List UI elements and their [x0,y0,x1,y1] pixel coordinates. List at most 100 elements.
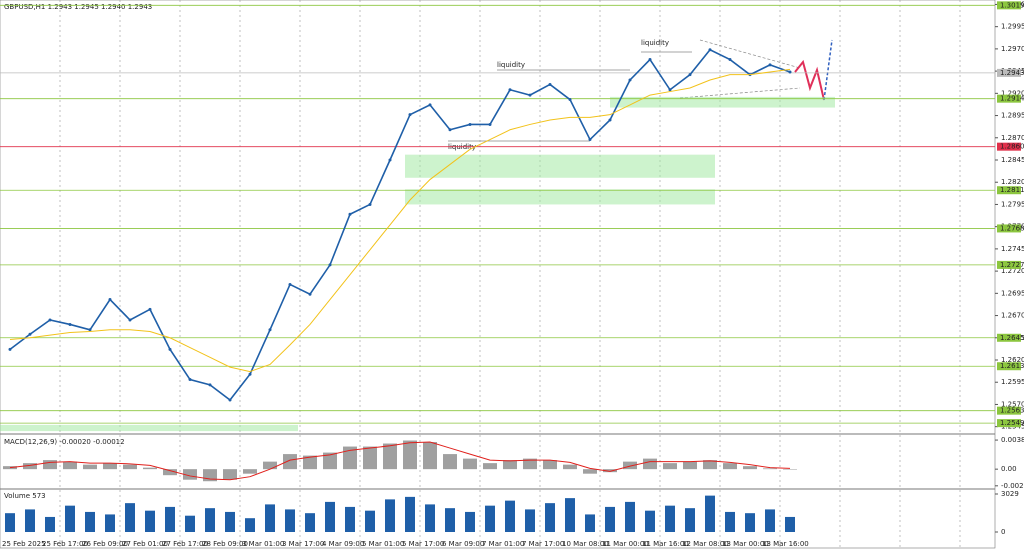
level-tag [997,260,1021,269]
y-tick-label: 1.2595 [1001,378,1024,386]
volume-bar [665,505,675,532]
macd-bar [23,463,37,470]
y-tick-label: 1.2920 [1001,89,1024,97]
x-tick-label: 3 Mar 17:00 [282,540,324,548]
x-tick-label: 27 Feb 01:00 [122,540,168,548]
price-point [48,318,52,322]
level-tag [997,419,1021,428]
macd-bar [523,458,537,470]
x-tick-label: 28 Feb 09:00 [202,540,248,548]
macd-bar [643,458,657,470]
level-label: 1.2727 [1000,261,1024,269]
level-tag [997,362,1021,371]
macd-bar [183,469,197,480]
volume-bar [245,518,255,532]
y-tick-label: 1.2895 [1001,112,1024,120]
zone [610,96,835,108]
macd-tick-label: -0.00221 [1001,482,1024,490]
macd-bar [223,469,237,480]
macd-bar [463,458,477,470]
volume-bar [625,501,635,532]
macd-bar [123,464,137,470]
volume-bar [5,513,15,532]
price-point [288,282,292,286]
price-point [188,378,192,382]
x-tick-label: 26 Feb 09:00 [82,540,128,548]
y-tick-label: 1.2745 [1001,245,1024,253]
x-tick-label: 13 Mar 00:00 [722,540,769,548]
level-label: 1.2811 [1000,186,1024,194]
zone [405,189,715,205]
macd-bar [603,469,617,473]
volume-bar [185,515,195,532]
level-tag [997,224,1021,233]
x-tick-label: 4 Mar 09:00 [322,540,364,548]
x-tick-label: 10 Mar 08:00 [562,540,609,548]
y-tick-label: 1.2670 [1001,312,1024,320]
macd-bar [323,452,337,470]
volume-bar [365,510,375,532]
volume-bar [485,505,495,532]
volume-title: Volume 573 [4,492,46,500]
level-tag [997,186,1021,195]
volume-bar [165,506,175,532]
macd-bar [763,468,777,470]
forecast-path [794,59,825,101]
macd-bar [683,461,697,470]
volume-bar [725,511,735,532]
price-point [368,202,372,206]
x-tick-label: 11 Mar 00:00 [602,540,649,548]
level-label: 1.2768 [1000,224,1024,232]
macd-bar [483,463,497,470]
price-point [608,118,612,122]
level-tag [997,142,1021,151]
y-tick-label: 1.2620 [1001,356,1024,364]
x-tick-label: 12 Mar 08:00 [682,540,729,548]
macd-bar [563,464,577,470]
volume-bar [285,509,295,532]
macd-bar [143,467,157,470]
x-tick-label: 7 Mar 17:00 [522,540,564,548]
y-tick-label: 1.2995 [1001,23,1024,31]
volume-bar [105,514,115,532]
price-point [168,347,172,351]
volume-bar [685,508,695,532]
macd-bar [163,469,177,476]
volume-bar [385,499,395,532]
level-label: 1.2860 [1000,143,1024,151]
moving-average [9,68,791,373]
level-tag [997,68,1021,77]
price-point [148,307,152,311]
macd-tick-label: 0.00386 [1001,436,1024,444]
x-tick-label: 25 Feb 2025 [2,540,46,548]
volume-bar [265,504,275,532]
macd-title: MACD(12,26,9) -0.00020 -0.00012 [4,438,125,446]
level-tag [997,94,1021,103]
price-point [68,322,72,326]
x-tick-label: 3 Mar 01:00 [242,540,284,548]
y-tick-label: 1.2970 [1001,45,1024,53]
macd-bar [243,469,257,474]
level-label: 1.2645 [1000,334,1024,342]
volume-bar [605,506,615,532]
macd-bar [283,454,297,470]
macd-bar [83,464,97,470]
level-label: 1.2943 [1000,69,1024,77]
level-label: 1.2914 [1000,95,1024,103]
volume-bar [25,509,35,532]
macd-bar [43,460,57,470]
macd-bar [583,469,597,474]
macd-bar [403,440,417,470]
price-point [128,318,132,322]
volume-bar [705,495,715,532]
price-point [328,263,332,267]
price-point [508,88,512,92]
y-tick-label: 1.2695 [1001,289,1024,297]
price-point [268,328,272,332]
price-point [488,122,492,126]
macd-bar [723,463,737,470]
macd-bar [743,466,757,470]
macd-bar [783,469,797,470]
